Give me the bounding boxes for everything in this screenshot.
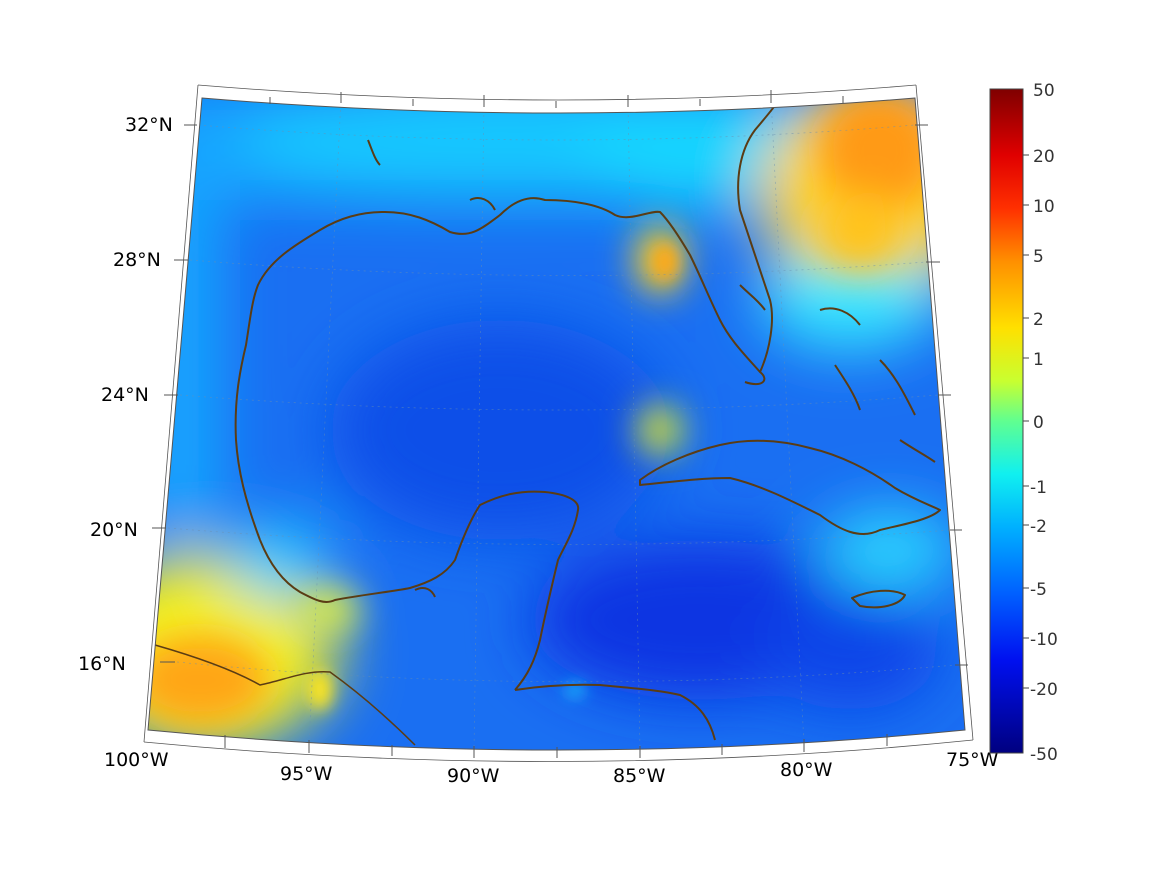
map-frame: [143, 84, 974, 762]
colorbar-label: -10: [1030, 630, 1058, 650]
lat-tick-label: 32°N: [125, 114, 173, 136]
colorbar-gradient: [989, 88, 1024, 754]
lon-tick-label: 80°W: [780, 759, 833, 781]
map-color-field: [148, 98, 965, 750]
colorbar-label: 2: [1033, 310, 1044, 330]
lat-tick-label: 28°N: [113, 249, 161, 271]
colorbar-label: 10: [1033, 197, 1055, 217]
lon-tick-label: 85°W: [613, 765, 666, 787]
colorbar-label: 0: [1033, 413, 1044, 433]
lon-tick-label: 100°W: [104, 749, 169, 771]
colorbar-label: 1: [1033, 350, 1044, 370]
colorbar-label: -20: [1030, 680, 1058, 700]
coastline: [154, 103, 941, 746]
lon-tick-label: 95°W: [280, 763, 333, 785]
lon-tick-label: 90°W: [447, 765, 500, 787]
lat-tick-label: 24°N: [101, 384, 149, 406]
colorbar-label: 50: [1033, 81, 1055, 101]
graticule: [167, 98, 956, 750]
colorbar-label: -5: [1030, 580, 1047, 600]
colorbar: 50 20 10 5 2 1 0 -1 -2 -5 -10 -20 -50: [989, 81, 1058, 765]
colorbar-label: -1: [1030, 478, 1047, 498]
colorbar-label: 20: [1033, 147, 1055, 167]
lat-tick-label: 16°N: [78, 653, 126, 675]
colorbar-label: -50: [1030, 745, 1058, 765]
colorbar-label: -2: [1030, 517, 1047, 537]
lat-tick-label: 20°N: [90, 519, 138, 541]
colorbar-label: 5: [1033, 247, 1044, 267]
lon-tick-label: 75°W: [946, 749, 999, 771]
